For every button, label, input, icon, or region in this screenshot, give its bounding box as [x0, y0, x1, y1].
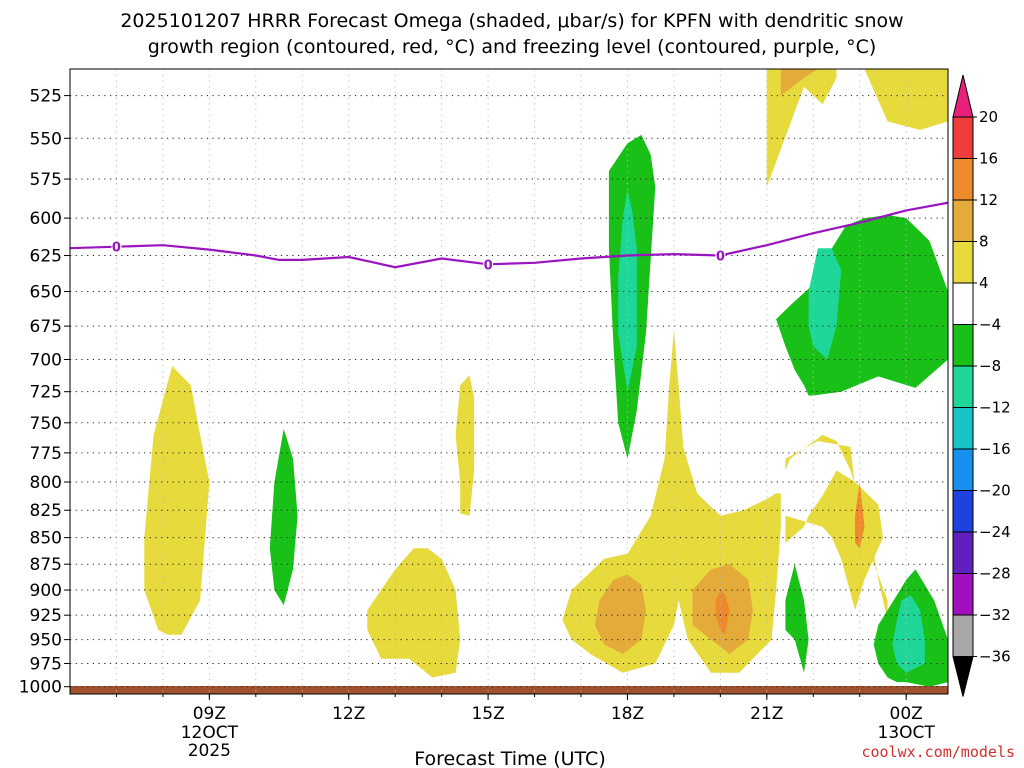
ytick-label-775: 775 [30, 444, 62, 464]
ytick-label-525: 525 [30, 87, 62, 107]
xtick-label-24: 00Z [890, 704, 923, 724]
colorbar-swatch-4 [952, 241, 974, 284]
colorbar-label-6: −8 [979, 357, 1001, 375]
omega-region-yellow-18 [766, 69, 837, 187]
colorbar-label-3: 8 [979, 233, 989, 251]
ytick-label-750: 750 [30, 414, 62, 434]
colorbar-swatch-3 [952, 199, 974, 242]
ytick-label-725: 725 [30, 383, 62, 403]
xtick-label-21: 21Z [750, 704, 783, 724]
colorbar-label-11: −28 [979, 565, 1011, 583]
ytick-label-950: 950 [30, 631, 62, 651]
omega-region-yellow-0 [144, 366, 210, 635]
xtick-label-15: 15Z [471, 704, 504, 724]
gridlines [70, 69, 948, 694]
colorbar-label-0: 20 [979, 108, 998, 126]
omega-region-gold-7 [594, 574, 646, 654]
colorbar-label-1: 16 [979, 150, 998, 168]
colorbar-swatch-12 [952, 573, 974, 616]
colorbar-label-13: −36 [979, 648, 1011, 666]
ytick-label-975: 975 [30, 654, 62, 674]
colorbar-swatch-8 [952, 407, 974, 450]
ytick-label-575: 575 [30, 170, 62, 190]
ytick-label-825: 825 [30, 501, 62, 521]
omega-region-yellow-20 [864, 69, 948, 130]
colorbar-label-4: 4 [979, 274, 989, 292]
colorbar-swatch-1 [952, 116, 974, 159]
colorbar-label-5: −4 [979, 316, 1001, 334]
xtick-label-12: 12Z [332, 704, 365, 724]
ytick-label-925: 925 [30, 606, 62, 626]
plot-frame [69, 68, 949, 695]
xtick-sub1-9: 12OCT [181, 723, 239, 743]
omega-region-green-1 [269, 428, 298, 606]
omega-region-teal-5 [618, 190, 637, 392]
ytick-label-600: 600 [30, 209, 62, 229]
colorbar-swatch-2 [952, 158, 974, 201]
colorbar-swatch-6 [952, 324, 974, 367]
omega-regions [144, 69, 948, 687]
colorbar-swatch-13 [952, 614, 974, 657]
xtick-label-9: 09Z [193, 704, 226, 724]
colorbar-label-2: 12 [979, 191, 998, 209]
ytick-label-1000: 1000 [19, 678, 62, 698]
omega-region-orange-12 [855, 482, 865, 549]
xtick-label-18: 18Z [611, 704, 644, 724]
colorbar-label-7: −12 [979, 399, 1011, 417]
colorbar-label-12: −32 [979, 606, 1011, 624]
xtick-sub2-9: 2025 [188, 741, 231, 761]
omega-region-teal-15 [892, 595, 925, 673]
ytick-label-700: 700 [30, 350, 62, 370]
colorbar-swatch-9 [952, 448, 974, 491]
freezing-label-bg-2 [715, 248, 726, 263]
ground-strip [70, 686, 948, 694]
colorbar-swatch-11 [952, 531, 974, 574]
omega-region-teal-17 [808, 248, 842, 360]
title-line-1: 2025101207 HRRR Forecast Omega (shaded, … [120, 10, 903, 32]
ytick-label-900: 900 [30, 581, 62, 601]
freezing-level-line: 0 0 0 [70, 201, 948, 273]
freezing-label-1: 0 [484, 258, 493, 273]
title-line-2: growth region (contoured, red, °C) and f… [148, 36, 877, 58]
freezing-label-0: 0 [112, 241, 121, 256]
ytick-label-650: 650 [30, 283, 62, 303]
colorbar-swatch-10 [952, 490, 974, 533]
ytick-label-800: 800 [30, 473, 62, 493]
omega-region-green-13 [785, 564, 809, 673]
ytick-label-675: 675 [30, 317, 62, 337]
freezing-label-2: 0 [716, 250, 725, 265]
ytick-label-550: 550 [30, 129, 62, 149]
colorbar-bottom-triangle [952, 656, 974, 697]
ytick-label-625: 625 [30, 247, 62, 267]
omega-region-orange-9 [715, 590, 730, 635]
omega-region-gold-19 [780, 69, 818, 96]
colorbar-swatch-7 [952, 365, 974, 408]
colorbar-swatch-5 [952, 282, 974, 325]
omega-region-yellow-3 [455, 375, 475, 516]
credit-text: coolwx.com/models [861, 743, 1015, 761]
omega-region-yellow-2 [367, 548, 461, 678]
y-axis-ticks: 525 550 575 600 625 650 675 700 725 750 775 800 825 8… [19, 87, 70, 698]
colorbar-label-9: −20 [979, 482, 1011, 500]
xtick-sub1-24: 13OCT [878, 723, 936, 743]
colorbar-label-8: −16 [979, 440, 1011, 458]
freezing-label-bg-1 [483, 257, 494, 272]
colorbar: 20 16 12 8 4 −4 −8 −12 −16 −20 −24 −28 −32 −36 [952, 74, 1011, 697]
freezing-label-bg-0 [111, 239, 122, 254]
colorbar-label-10: −24 [979, 523, 1011, 541]
ytick-label-875: 875 [30, 555, 62, 575]
ytick-label-850: 850 [30, 529, 62, 549]
x-axis-label: Forecast Time (UTC) [414, 748, 605, 768]
